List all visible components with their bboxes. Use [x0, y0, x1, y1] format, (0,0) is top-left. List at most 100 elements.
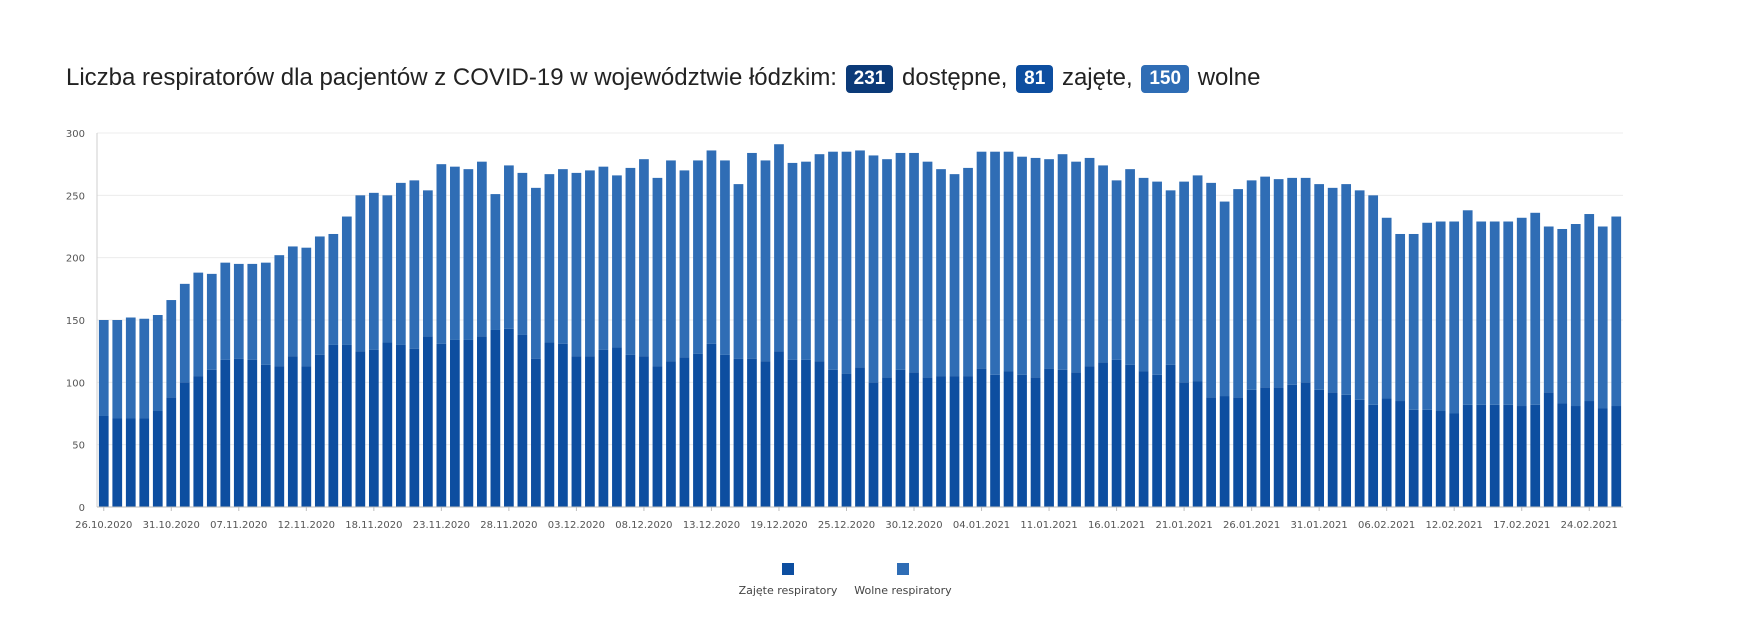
bar-free: [720, 160, 730, 355]
bar-free: [571, 172, 582, 357]
x-tick-label: 23.11.2020: [413, 520, 470, 531]
bar-occupied: [1327, 392, 1338, 507]
bar-occupied: [1098, 362, 1108, 507]
bar-free: [774, 144, 784, 352]
bar-free: [1057, 154, 1068, 370]
bar-occupied: [125, 418, 136, 507]
bar-occupied: [706, 343, 717, 507]
bar-free: [828, 151, 838, 370]
bar-occupied: [1287, 384, 1297, 507]
x-tick-label: 13.12.2020: [683, 520, 740, 531]
bar-free: [990, 151, 1000, 375]
bar-occupied: [477, 336, 487, 507]
bar-free: [963, 167, 973, 377]
bar-occupied: [1584, 401, 1595, 507]
bar-free: [274, 255, 285, 367]
bar-occupied: [571, 356, 582, 507]
bar-occupied: [666, 361, 676, 507]
bar-occupied: [1503, 404, 1514, 507]
bar-free: [922, 161, 933, 378]
bar-free: [152, 315, 163, 411]
x-tick-label: 17.02.2021: [1493, 520, 1550, 531]
x-tick-label: 04.01.2021: [953, 520, 1010, 531]
bar-occupied: [423, 336, 433, 507]
bar-free: [1233, 189, 1243, 398]
bar-occupied: [139, 418, 150, 507]
bar-occupied: [463, 339, 474, 507]
x-tick-label: 03.12.2020: [548, 520, 605, 531]
available-label: dostępne,: [902, 64, 1008, 91]
bar-free: [423, 190, 433, 337]
bar-free: [733, 184, 744, 359]
bar-occupied: [1206, 397, 1216, 507]
bar-occupied: [1165, 364, 1176, 507]
bar-occupied: [287, 356, 298, 507]
bar-occupied: [1570, 406, 1581, 507]
title-prefix: Liczba respiratorów dla pacjentów z COVI…: [66, 64, 837, 91]
bar-occupied: [409, 348, 420, 507]
bar-occupied: [733, 358, 744, 507]
bar-occupied: [841, 373, 852, 507]
bar-occupied: [179, 382, 190, 507]
bar-free: [314, 236, 325, 355]
bar-free: [666, 160, 676, 362]
free-badge: 150: [1141, 65, 1190, 93]
bar-free: [1476, 221, 1487, 405]
free-label: wolne: [1197, 64, 1261, 91]
bar-occupied: [1395, 401, 1406, 507]
bar-free: [1084, 157, 1095, 367]
bar-occupied: [585, 356, 595, 507]
bar-free: [1071, 161, 1081, 373]
bar-occupied: [625, 354, 636, 507]
bar-free: [328, 233, 339, 345]
bar-free: [1192, 175, 1203, 382]
bar-free: [517, 172, 528, 335]
bar-occupied: [855, 367, 865, 507]
y-tick-label: 0: [79, 503, 85, 514]
bar-occupied: [517, 334, 528, 507]
bar-occupied: [152, 411, 163, 507]
bar-occupied: [1138, 371, 1149, 507]
legend-item-free: Wolne respiratory: [854, 563, 952, 597]
x-tick-label: 21.01.2021: [1155, 520, 1212, 531]
bar-free: [882, 159, 892, 378]
bar-free: [760, 160, 771, 362]
bar-occupied: [1557, 403, 1568, 507]
bar-free: [1152, 181, 1162, 375]
bar-free: [1395, 233, 1406, 402]
bar-free: [1597, 226, 1608, 409]
bar-occupied: [868, 382, 879, 507]
bar-free: [98, 320, 109, 416]
x-tick-label: 16.01.2021: [1088, 520, 1145, 531]
bars: [98, 144, 1622, 507]
bar-free: [125, 317, 136, 419]
y-tick-label: 200: [66, 254, 85, 265]
bar-free: [1125, 169, 1135, 365]
bar-occupied: [909, 372, 919, 507]
bar-free: [1611, 216, 1622, 407]
chart-title: Liczba respiratorów dla pacjentów z COVI…: [66, 60, 1260, 96]
bar-free: [1179, 181, 1189, 383]
bar-occupied: [1219, 396, 1230, 507]
bar-occupied: [1071, 372, 1081, 507]
bar-free: [1354, 190, 1365, 400]
bar-occupied: [693, 353, 703, 507]
x-tick-label: 19.12.2020: [750, 520, 807, 531]
bar-free: [1543, 226, 1554, 393]
bar-occupied: [1462, 404, 1473, 507]
bar-free: [1516, 217, 1527, 407]
bar-free: [679, 170, 690, 358]
legend-label: Zajęte respiratory: [739, 584, 838, 597]
bar-free: [585, 170, 595, 357]
bar-occupied: [274, 366, 285, 507]
x-tick-label: 11.01.2021: [1020, 520, 1077, 531]
bar-free: [1098, 165, 1108, 363]
bar-occupied: [1030, 377, 1041, 507]
bar-occupied: [1489, 404, 1500, 507]
bar-free: [855, 150, 865, 368]
bar-free: [477, 161, 487, 337]
bar-occupied: [1516, 406, 1527, 507]
x-tick-label: 06.02.2021: [1358, 520, 1415, 531]
bar-occupied: [1611, 406, 1622, 507]
bar-occupied: [1408, 409, 1419, 507]
